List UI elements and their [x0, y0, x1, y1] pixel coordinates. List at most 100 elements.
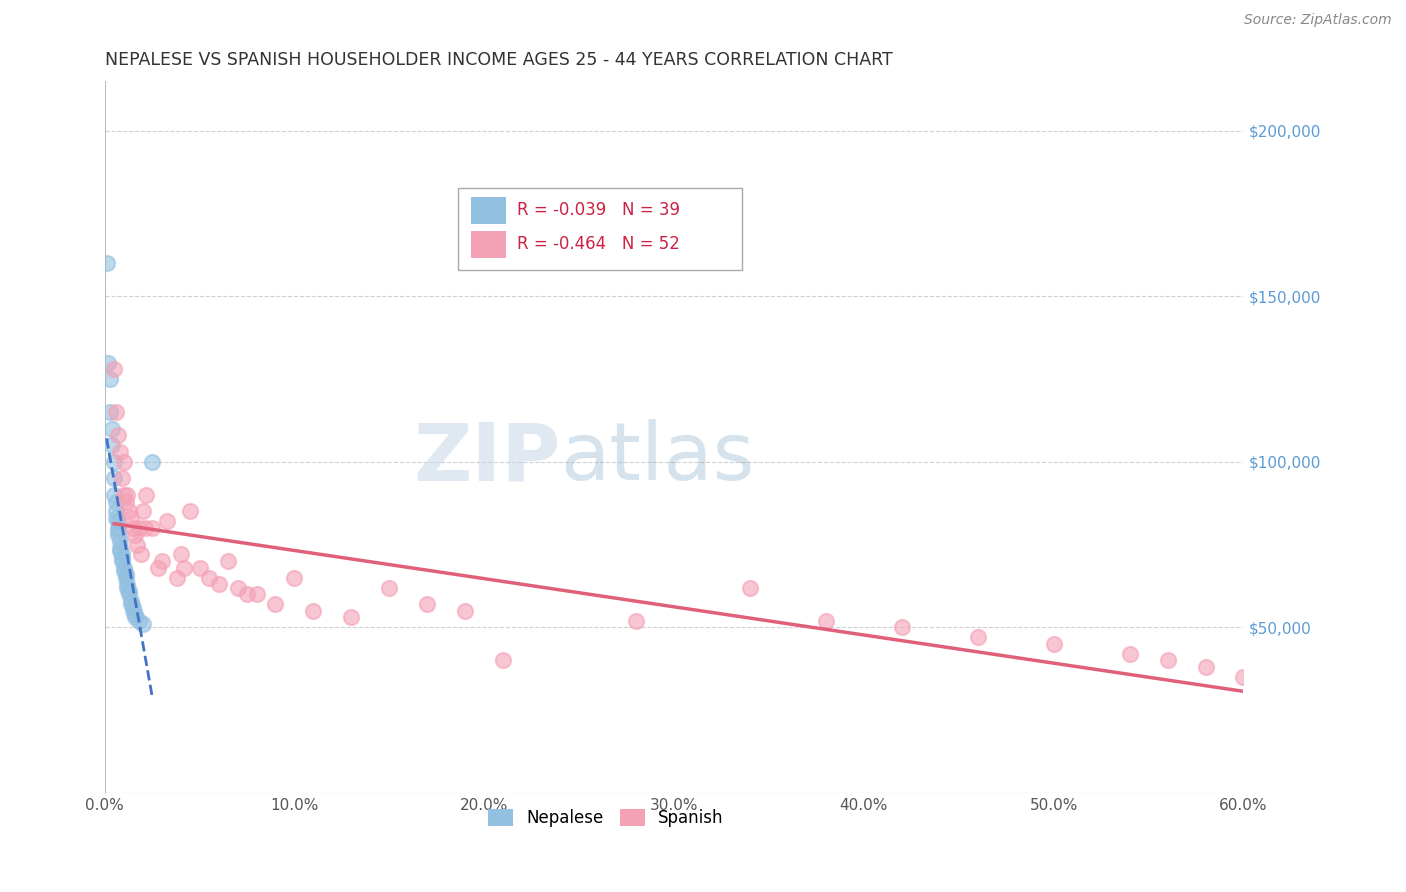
Point [131, 616, 153, 631]
Point [135, 488, 157, 502]
Point [124, 607, 146, 621]
Point [1042, 637, 1064, 651]
Point [117, 581, 139, 595]
Bar [471, 231, 506, 258]
Point [108, 544, 131, 558]
Point [340, 610, 363, 624]
Point [146, 560, 169, 574]
Point [107, 527, 129, 541]
Point [105, 504, 128, 518]
Text: atlas: atlas [560, 419, 755, 498]
Point [217, 554, 239, 568]
Point [141, 521, 163, 535]
Point [226, 581, 249, 595]
Bar [458, 188, 742, 270]
Point [624, 614, 647, 628]
Point [112, 560, 135, 574]
Point [111, 471, 134, 485]
Point [117, 577, 139, 591]
Point [124, 527, 146, 541]
Point [198, 571, 221, 585]
Point [103, 488, 125, 502]
Point [114, 567, 136, 582]
Legend: Nepalese, Spanish: Nepalese, Spanish [481, 803, 731, 834]
Text: Source: ZipAtlas.com: Source: ZipAtlas.com [1244, 13, 1392, 28]
Point [966, 630, 988, 644]
Point [378, 581, 401, 595]
Point [124, 610, 146, 624]
Point [120, 597, 142, 611]
Point [125, 537, 148, 551]
Point [105, 494, 128, 508]
Point [122, 600, 145, 615]
Point [207, 577, 229, 591]
Point [96, 256, 118, 270]
Point [98, 405, 121, 419]
Point [120, 511, 142, 525]
Point [114, 571, 136, 585]
Text: R = -0.464   N = 52: R = -0.464 N = 52 [517, 235, 679, 253]
Point [108, 445, 131, 459]
Point [118, 587, 141, 601]
Point [114, 494, 136, 508]
Point [890, 620, 912, 634]
Point [302, 604, 325, 618]
Point [236, 587, 259, 601]
Point [156, 514, 179, 528]
Point [120, 594, 142, 608]
Point [166, 571, 188, 585]
Point [108, 541, 131, 555]
Text: R = -0.039   N = 39: R = -0.039 N = 39 [517, 201, 681, 219]
Point [101, 422, 124, 436]
Text: NEPALESE VS SPANISH HOUSEHOLDER INCOME AGES 25 - 44 YEARS CORRELATION CHART: NEPALESE VS SPANISH HOUSEHOLDER INCOME A… [104, 51, 893, 69]
Point [118, 583, 141, 598]
Point [103, 455, 125, 469]
Point [103, 471, 125, 485]
Point [112, 564, 135, 578]
Point [179, 504, 201, 518]
Point [169, 548, 191, 562]
Point [107, 428, 129, 442]
Point [111, 550, 134, 565]
Point [264, 597, 287, 611]
Point [111, 548, 134, 562]
Point [245, 587, 267, 601]
Point [107, 514, 129, 528]
Point [131, 504, 153, 518]
Point [122, 604, 145, 618]
Point [111, 554, 134, 568]
Point [118, 504, 141, 518]
Bar [471, 196, 506, 224]
Point [117, 488, 139, 502]
Point [1232, 670, 1254, 684]
Text: ZIP: ZIP [413, 419, 560, 498]
Point [103, 362, 125, 376]
Point [122, 521, 145, 535]
Point [1194, 660, 1216, 674]
Point [1118, 647, 1140, 661]
Point [107, 524, 129, 539]
Point [105, 405, 128, 419]
Point [150, 554, 173, 568]
Point [97, 355, 120, 369]
Point [129, 548, 152, 562]
Point [101, 438, 124, 452]
Point [173, 560, 195, 574]
Point [107, 521, 129, 535]
Point [128, 614, 150, 628]
Point [416, 597, 439, 611]
Point [188, 560, 211, 574]
Point [108, 534, 131, 549]
Point [128, 521, 150, 535]
Point [112, 455, 135, 469]
Point [112, 488, 135, 502]
Point [98, 372, 121, 386]
Point [454, 604, 477, 618]
Point [814, 614, 837, 628]
Point [492, 653, 515, 667]
Point [105, 511, 128, 525]
Point [134, 521, 156, 535]
Point [283, 571, 305, 585]
Point [141, 455, 163, 469]
Point [1156, 653, 1178, 667]
